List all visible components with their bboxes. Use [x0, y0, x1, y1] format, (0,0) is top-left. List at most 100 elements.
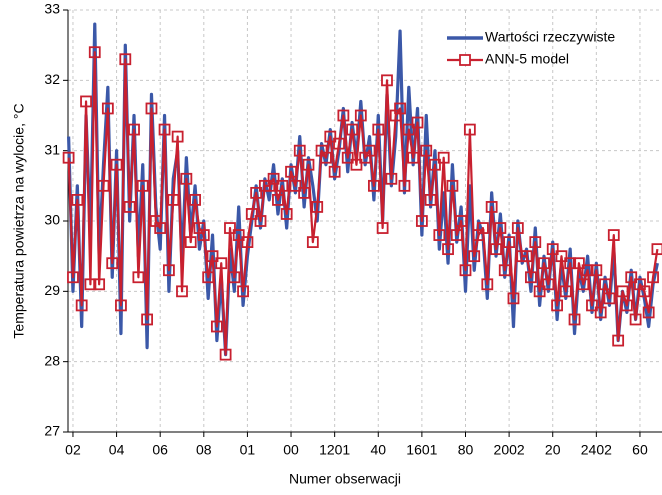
marker [559, 285, 572, 298]
marker [320, 151, 332, 164]
marker [468, 250, 481, 263]
marker [123, 201, 136, 213]
marker [267, 172, 280, 185]
marker [450, 229, 463, 241]
marker [376, 222, 389, 234]
marker [197, 229, 210, 241]
x-tick-label: 60 [632, 442, 648, 458]
marker [84, 278, 97, 291]
marker [202, 271, 215, 284]
marker [647, 271, 659, 284]
x-tick-label: 08 [196, 442, 212, 458]
marker [306, 236, 319, 249]
marker [93, 278, 106, 291]
marker [106, 257, 119, 270]
y-tick-label: 27 [44, 423, 60, 439]
marker [80, 95, 92, 108]
marker [232, 229, 245, 241]
marker [511, 222, 524, 234]
marker [333, 137, 345, 150]
marker [503, 236, 516, 249]
marker [381, 74, 393, 87]
x-tick-label: 00 [283, 442, 299, 458]
x-tick-label: 06 [152, 442, 168, 458]
marker [477, 222, 489, 234]
marker [276, 179, 289, 192]
marker [75, 299, 88, 312]
x-tick-label: 2002 [494, 442, 525, 458]
marker [119, 53, 132, 66]
marker [459, 264, 472, 277]
marker [429, 158, 441, 171]
y-tick-label: 31 [44, 141, 60, 157]
marker [398, 179, 411, 192]
marker [128, 123, 140, 136]
x-tick-label: 20 [545, 442, 561, 458]
marker [254, 215, 267, 227]
marker [625, 271, 638, 284]
marker [110, 158, 123, 171]
marker [525, 271, 537, 284]
marker [180, 172, 193, 185]
marker [298, 186, 311, 199]
marker [616, 285, 629, 298]
marker [285, 165, 297, 178]
marker [132, 271, 145, 284]
x-tick-label: 01 [240, 442, 256, 458]
marker [302, 158, 315, 171]
marker [219, 348, 232, 361]
marker [415, 215, 428, 227]
marker [272, 193, 284, 206]
marker [485, 201, 498, 213]
marker [210, 320, 223, 333]
y-axis-label: Temperatura powietrza na wylocie, °C [11, 103, 27, 338]
marker [350, 158, 363, 171]
marker [141, 313, 154, 326]
x-tick-label: 02 [65, 442, 81, 458]
marker [498, 264, 511, 277]
marker [564, 257, 577, 270]
marker [538, 257, 550, 270]
marker [354, 109, 367, 122]
marker [163, 264, 175, 277]
marker [594, 306, 607, 319]
x-tick-label: 04 [109, 442, 125, 458]
marker [324, 130, 337, 143]
marker [237, 285, 249, 298]
series-line [67, 22, 659, 357]
x-axis-label: Numer obserwacji [289, 471, 401, 487]
y-tick-label: 33 [44, 1, 60, 17]
marker [67, 271, 79, 284]
marker [328, 165, 341, 178]
x-tick-label: 1601 [406, 442, 437, 458]
marker [620, 299, 633, 312]
marker [529, 236, 542, 249]
marker [424, 193, 437, 206]
marker [184, 236, 197, 249]
marker [533, 285, 546, 298]
marker [224, 222, 236, 234]
series-line [67, 51, 659, 356]
marker [189, 193, 201, 206]
marker [437, 151, 450, 164]
marker [394, 102, 406, 115]
marker [206, 250, 219, 263]
marker [555, 250, 568, 263]
y-tick-label: 30 [44, 212, 60, 228]
marker [115, 299, 127, 312]
marker [215, 257, 228, 270]
marker [101, 102, 114, 115]
marker [385, 172, 398, 185]
marker [586, 299, 598, 312]
marker [337, 109, 350, 122]
marker [241, 236, 254, 249]
marker [420, 144, 433, 157]
marker [250, 186, 263, 199]
x-tick-label: 40 [370, 442, 386, 458]
y-tick-label: 28 [44, 352, 60, 368]
marker [642, 306, 655, 319]
marker [407, 151, 420, 164]
marker [293, 144, 306, 157]
